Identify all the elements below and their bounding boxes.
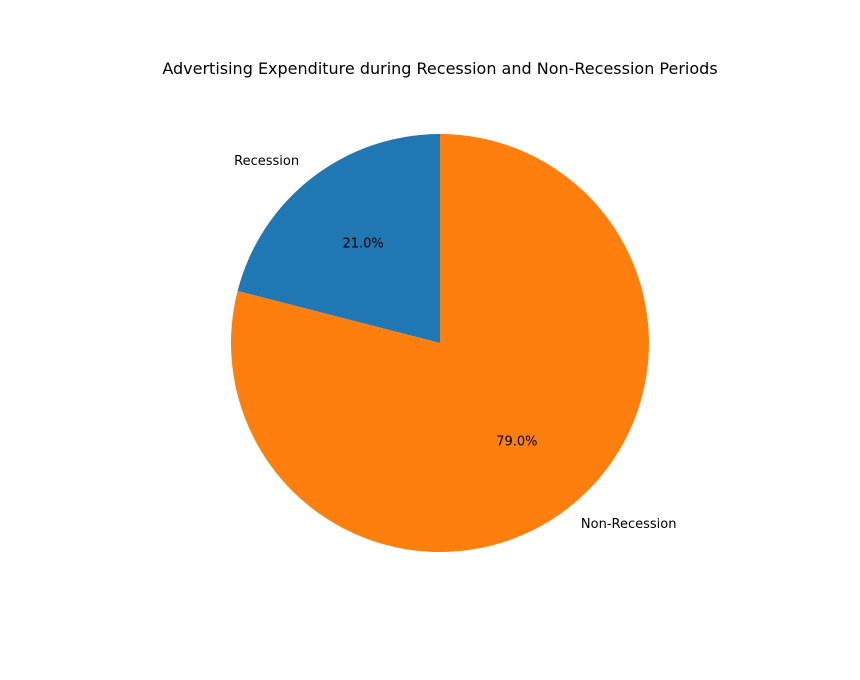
slice-label: Non-Recession xyxy=(581,517,677,532)
pie-slice-non-recession xyxy=(230,134,649,553)
slice-label: Recession xyxy=(234,154,299,169)
slice-percentage-label: 79.0% xyxy=(496,435,537,450)
slice-percentage-label: 21.0% xyxy=(342,236,383,251)
pie-slice-recession xyxy=(237,134,440,343)
chart-title: Advertising Expenditure during Recession… xyxy=(162,59,717,78)
pie-group: Recession 21.0% Non-Recession 79.0% xyxy=(230,134,677,553)
